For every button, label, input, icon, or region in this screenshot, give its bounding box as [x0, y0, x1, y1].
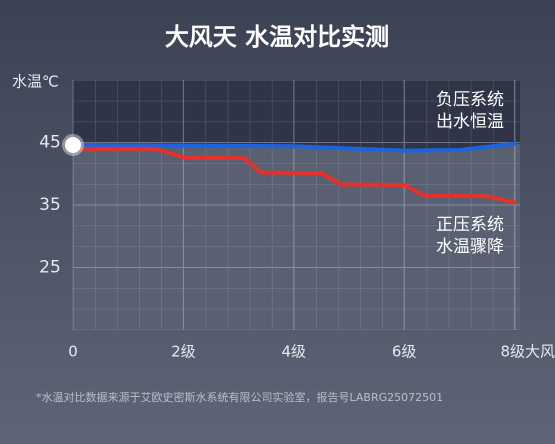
x-tick-label: 2级 — [171, 343, 196, 361]
area — [73, 143, 520, 330]
start-marker — [62, 134, 84, 156]
x-tick-label: 8级大风 — [500, 343, 555, 361]
x-tick-label: 4级 — [281, 343, 306, 361]
annotation: 正压系统 — [436, 215, 504, 235]
x-tick-label: 0 — [68, 343, 78, 361]
series-line — [71, 146, 517, 205]
x-tick-label: 6级 — [392, 343, 417, 361]
chart-title: 大风天 水温对比实测 — [165, 23, 389, 51]
y-tick-label: 45 — [39, 133, 61, 153]
y-axis-label: 水温℃ — [12, 73, 59, 91]
y-tick-label: 35 — [39, 195, 61, 215]
y-tick-label: 25 — [39, 258, 61, 278]
annotation: 负压系统 — [436, 90, 504, 110]
footnote: *水温对比数据来源于艾欧史密斯水系统有限公司实验室，报告号LABRG250725… — [36, 390, 443, 404]
annotation: 出水恒温 — [436, 112, 504, 132]
annotation: 水温骤降 — [436, 237, 504, 257]
series-line — [71, 141, 517, 153]
